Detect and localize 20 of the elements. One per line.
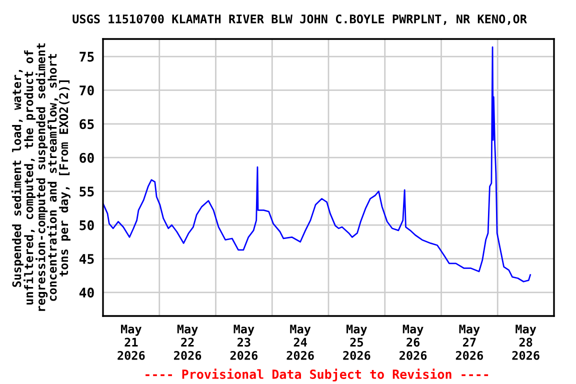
y-tick-label: 60 [80, 152, 94, 163]
x-tick-label: May 27 2026 [456, 324, 484, 360]
chart-title: USGS 11510700 KLAMATH RIVER BLW JOHN C.BOYLE PWRPLNT, NR KENO,OR [72, 14, 527, 25]
x-tick-label: May 24 2026 [286, 324, 314, 360]
x-tick-label: May 28 2026 [512, 324, 540, 360]
line-series [103, 46, 532, 282]
y-tick-label: 50 [80, 220, 94, 230]
text: ---- Provisional Data Subject to Revision ---- [146, 368, 488, 382]
y-tick-label: 65 [80, 119, 94, 130]
x-tick-label: May 21 2026 [118, 324, 145, 360]
x-tick-label: May 26 2026 [400, 324, 427, 360]
x-tick-label: May 23 2026 [230, 324, 258, 360]
y-tick-label: 55 [80, 186, 94, 197]
x-tick-label: May 22 2026 [174, 324, 202, 360]
y-tick-label: 45 [79, 254, 94, 264]
y-tick-label: 40 [79, 288, 94, 298]
y-tick-label: 75 [80, 52, 94, 62]
y-axis-title: Suspended sediment load, water, unfiltered, computed, the product of regression-computed suspended sediment concentration and streamflow, short tons per day, [From EXO2(2)] [11, 43, 70, 311]
x-tick-label: May 25 2026 [343, 324, 370, 360]
y-tick-label: 70 [80, 85, 94, 96]
